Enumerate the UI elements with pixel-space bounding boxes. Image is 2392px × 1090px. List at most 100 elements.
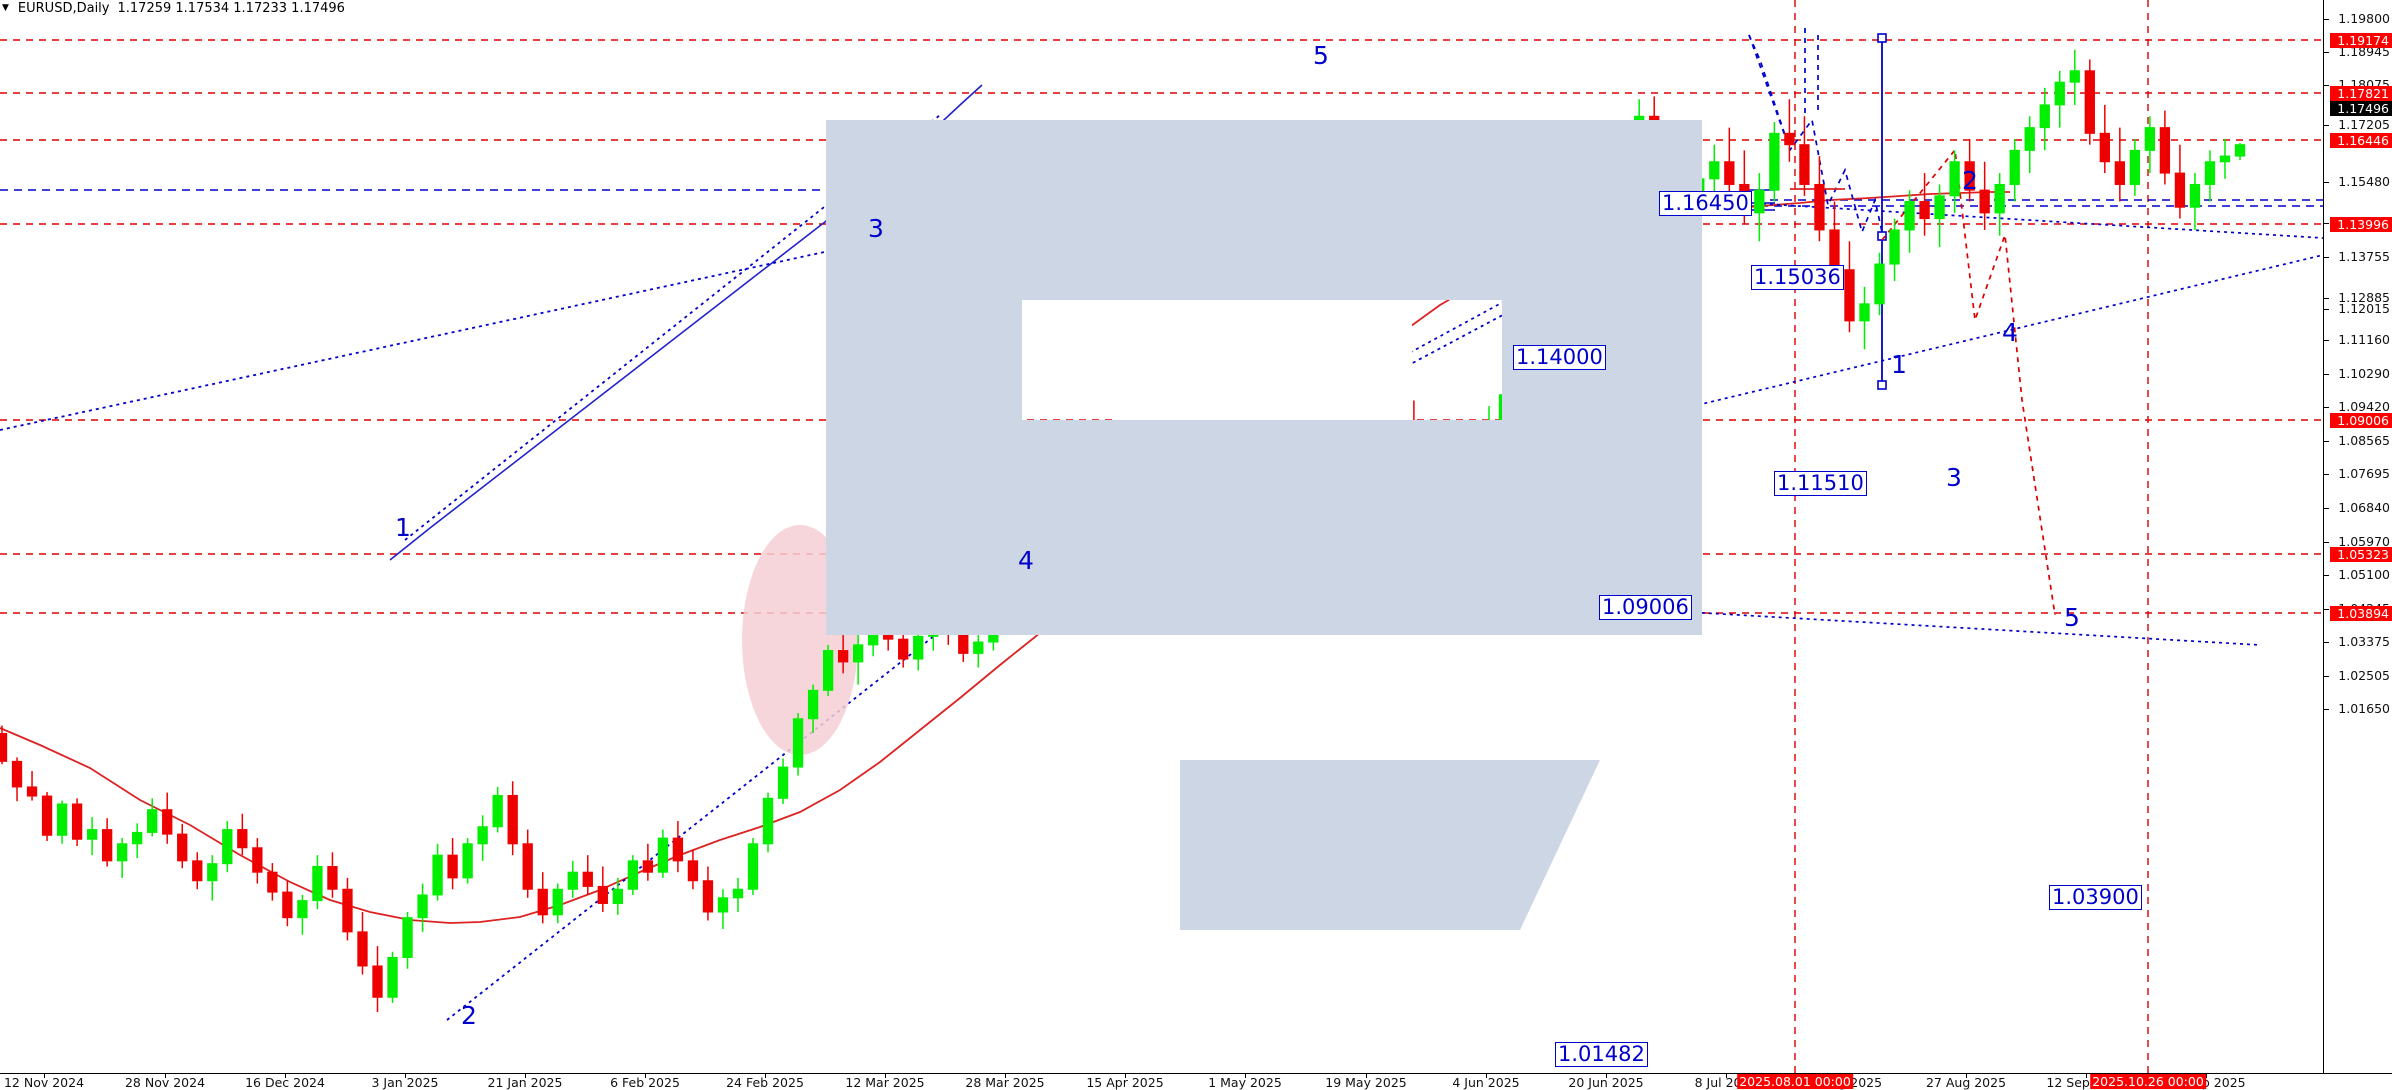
price-tick-mark xyxy=(2324,309,2329,310)
elliott-wave-label: 1 xyxy=(395,513,411,542)
price-tick-mark xyxy=(2324,257,2329,258)
time-level-badge[interactable]: 2025.10.26 00:00 xyxy=(2090,1074,2206,1089)
elliott-projection-box xyxy=(1877,33,1887,390)
time-axis-divider xyxy=(0,1073,2392,1074)
candle-body xyxy=(222,829,233,865)
candle-body xyxy=(2069,70,2080,83)
price-tick-label: 1.03375 xyxy=(2338,634,2390,649)
candle-body xyxy=(2099,132,2110,163)
candle-body xyxy=(507,794,518,845)
candle-body xyxy=(2234,144,2246,157)
candle-body xyxy=(11,760,23,788)
price-tick-label: 1.05100 xyxy=(2338,567,2390,582)
time-tick-label: 21 Jan 2025 xyxy=(487,1075,563,1090)
candle-body xyxy=(462,843,473,879)
candle-body xyxy=(687,860,699,882)
time-tick-mark xyxy=(1005,1074,1006,1078)
price-level-badge[interactable]: 1.19174 xyxy=(2330,33,2392,48)
price-level-tag[interactable]: 1.03900 xyxy=(2049,885,2142,910)
price-level-tag[interactable]: 1.16450 xyxy=(1659,191,1752,216)
price-tick-label: 1.12885 xyxy=(2338,290,2390,305)
candle-body xyxy=(237,829,248,849)
candle-body xyxy=(2204,161,2216,185)
candle-body xyxy=(357,931,368,967)
candle-body xyxy=(2144,127,2156,151)
candle-body xyxy=(597,885,608,904)
price-level-badge[interactable]: 1.03894 xyxy=(2330,606,2392,621)
candle-body xyxy=(642,860,654,873)
triangle-down-icon[interactable]: ▼ xyxy=(2,2,9,13)
candle-body xyxy=(267,871,278,893)
time-tick-label: 15 Apr 2025 xyxy=(1086,1075,1164,1090)
price-tick-mark xyxy=(2324,374,2329,375)
price-tick-mark xyxy=(2324,407,2329,408)
candle-body xyxy=(2159,127,2171,174)
candle-body xyxy=(2219,155,2231,163)
candle-body xyxy=(2174,172,2186,208)
price-tick-mark xyxy=(2324,298,2329,299)
candle-body xyxy=(898,638,909,660)
price-level-badge[interactable]: 1.13996 xyxy=(2330,217,2392,232)
price-axis[interactable]: 1.198001.189451.180751.172051.154801.146… xyxy=(2324,0,2392,1074)
candle-body xyxy=(1889,229,1900,265)
price-tick-mark xyxy=(2324,19,2329,20)
price-tick-label: 1.15480 xyxy=(2338,174,2390,189)
elliott-wave-label: 5 xyxy=(2064,603,2080,632)
price-level-tag[interactable]: 1.14000 xyxy=(1513,345,1606,370)
candle-body xyxy=(1799,144,1810,185)
elliott-wave-label: 3 xyxy=(868,214,884,243)
time-tick-mark xyxy=(2086,1074,2087,1078)
candle-body xyxy=(1814,183,1825,231)
time-tick-label: 4 Jun 2025 xyxy=(1452,1075,1520,1090)
time-tick-mark xyxy=(1366,1074,1367,1078)
candle-body xyxy=(1934,195,1945,220)
candle-body xyxy=(732,888,744,899)
price-level-badge[interactable]: 1.05323 xyxy=(2330,547,2392,562)
candle-body xyxy=(447,854,458,879)
time-tick-mark xyxy=(405,1074,406,1078)
price-tick-label: 1.12015 xyxy=(2338,301,2390,316)
candle-body xyxy=(702,880,714,913)
price-tick-label: 1.01650 xyxy=(2338,701,2390,716)
time-tick-mark xyxy=(44,1074,45,1078)
time-axis[interactable]: 12 Nov 2024 28 Nov 2024 16 Dec 2024 3 Jan 2… xyxy=(0,1074,2392,1090)
time-tick-label: 20 Jun 2025 xyxy=(1568,1075,1644,1090)
current-price-badge[interactable]: 1.17496 xyxy=(2330,101,2392,116)
candle-body xyxy=(627,860,639,890)
candle-body xyxy=(132,831,143,845)
candle-body xyxy=(717,897,729,913)
elliott-wave-label: 5 xyxy=(1313,41,1329,70)
time-tick-label: 12 Nov 2024 xyxy=(3,1075,85,1090)
candle-body xyxy=(417,894,428,919)
price-level-tag[interactable]: 1.09006 xyxy=(1599,595,1692,620)
price-level-badge[interactable]: 1.09006 xyxy=(2330,413,2392,428)
time-tick-label: 12 Mar 2025 xyxy=(845,1075,925,1090)
price-tick-label: 1.18945 xyxy=(2338,44,2390,59)
vertical-time-levels xyxy=(1794,0,2149,1073)
candle-body xyxy=(2114,161,2125,185)
candle-body xyxy=(86,829,98,840)
time-tick-label: 28 Mar 2025 xyxy=(965,1075,1045,1090)
price-level-tag[interactable]: 1.15036 xyxy=(1751,265,1844,290)
price-level-badge[interactable]: 1.16446 xyxy=(2330,133,2392,148)
candle-body xyxy=(657,837,669,873)
price-tick-mark xyxy=(2324,508,2329,509)
candle-body xyxy=(71,803,83,840)
candle-body xyxy=(177,833,188,862)
candle-body xyxy=(1874,263,1885,305)
candle-body xyxy=(792,718,804,768)
time-tick-mark xyxy=(525,1074,526,1078)
candle-body xyxy=(567,871,578,890)
candle-body xyxy=(822,650,834,691)
candle-body xyxy=(837,650,849,663)
time-level-badge[interactable]: 2025.08.01 00:00 xyxy=(1737,1074,1853,1089)
time-tick-mark xyxy=(165,1074,166,1078)
price-tick-mark xyxy=(2324,474,2329,475)
time-tick-label: 24 Feb 2025 xyxy=(726,1075,804,1090)
price-level-tag[interactable]: 1.01482 xyxy=(1555,1042,1648,1067)
price-level-tag[interactable]: 1.11510 xyxy=(1774,471,1867,496)
candle-body xyxy=(372,965,383,998)
price-level-badge[interactable]: 1.17821 xyxy=(2330,86,2392,101)
price-tick-mark xyxy=(2324,609,2329,610)
